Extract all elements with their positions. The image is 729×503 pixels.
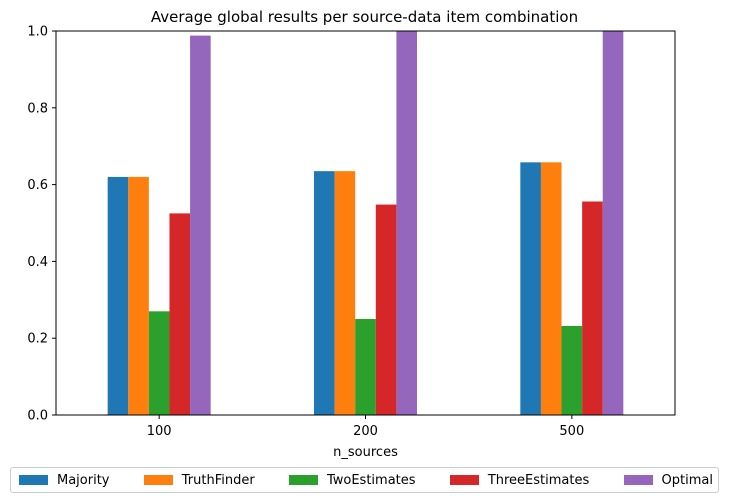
legend-swatch — [143, 475, 173, 485]
legend-item-threeestimates: ThreeEstimates — [449, 472, 590, 488]
bar-optimal-500 — [602, 31, 624, 415]
legend-swatch — [449, 475, 479, 485]
legend-swatch — [288, 475, 318, 485]
legend-label: Optimal — [661, 472, 713, 488]
bar-twoestimates-500 — [561, 325, 583, 415]
legend-item-twoestimates: TwoEstimates — [288, 472, 416, 488]
bar-threeestimates-500 — [582, 201, 603, 415]
bar-optimal-200 — [396, 31, 417, 415]
chart-title: Average global results per source-data i… — [151, 8, 578, 26]
plot-frame — [55, 30, 676, 416]
y-tick-label: 0.4 — [27, 255, 48, 270]
bar-truthfinder-200 — [334, 171, 356, 415]
legend-swatch — [623, 475, 653, 485]
bar-truthfinder-500 — [540, 162, 562, 415]
legend: Majority TruthFinder TwoEstimates ThreeEsti… — [10, 467, 719, 493]
y-tick-label: 0.0 — [27, 409, 48, 424]
bar-majority-100 — [107, 176, 129, 415]
bar-threeestimates-100 — [169, 213, 191, 415]
bar-majority-200 — [314, 171, 335, 415]
legend-item-majority: Majority — [19, 473, 110, 488]
bar-twoestimates-200 — [355, 319, 376, 415]
legend-label: TruthFinder — [181, 472, 255, 488]
x-tick-label: 100 — [147, 424, 172, 439]
legend-item-optimal: Optimal — [623, 472, 713, 488]
bar-optimal-100 — [190, 35, 211, 415]
x-axis-label: n_sources — [333, 445, 398, 460]
x-tick-label: 500 — [559, 424, 584, 439]
bar-truthfinder-100 — [128, 176, 149, 415]
legend-label: TwoEstimates — [326, 472, 416, 488]
y-tick-label: 1.0 — [27, 25, 48, 40]
y-tick-label: 0.8 — [27, 101, 48, 116]
x-axis: 100 200 500 — [147, 415, 584, 439]
x-tick-label: 200 — [353, 424, 378, 439]
bar-twoestimates-100 — [148, 311, 170, 415]
y-tick-label: 0.6 — [27, 178, 48, 193]
legend-swatch — [19, 475, 48, 485]
bar-threeestimates-200 — [375, 204, 397, 415]
legend-item-truthfinder: TruthFinder — [143, 472, 255, 488]
bars-group — [107, 31, 624, 415]
y-tick-label: 0.2 — [27, 332, 48, 347]
legend-label: ThreeEstimates — [487, 472, 590, 488]
legend-label: Majority — [57, 472, 110, 488]
y-axis: 0.0 0.2 0.4 0.6 0.8 1.0 — [27, 25, 56, 424]
bar-majority-500 — [520, 162, 541, 415]
